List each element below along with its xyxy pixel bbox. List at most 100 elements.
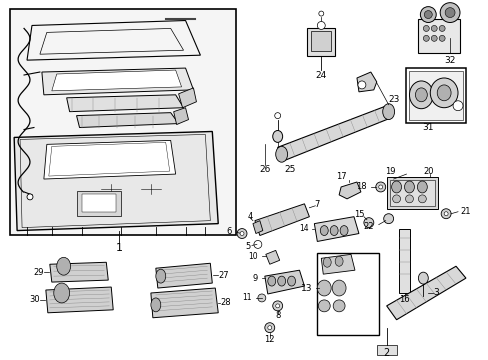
Ellipse shape [287, 276, 295, 286]
Ellipse shape [436, 85, 450, 101]
Polygon shape [386, 266, 465, 320]
Ellipse shape [423, 26, 428, 31]
Text: 15: 15 [353, 210, 364, 219]
Ellipse shape [272, 130, 282, 143]
Bar [81, 194, 116, 212]
Bar [408, 71, 462, 120]
Ellipse shape [317, 22, 325, 30]
Text: 6: 6 [226, 227, 232, 236]
Bar [10, 9, 236, 234]
Ellipse shape [424, 10, 431, 18]
Ellipse shape [444, 8, 454, 18]
Text: 4: 4 [247, 212, 252, 221]
Bar [317, 253, 378, 334]
Ellipse shape [274, 113, 280, 118]
Ellipse shape [253, 240, 261, 248]
Ellipse shape [392, 195, 400, 203]
Text: 7: 7 [314, 200, 319, 209]
Ellipse shape [418, 195, 426, 203]
Ellipse shape [275, 304, 279, 308]
Ellipse shape [257, 294, 265, 302]
Ellipse shape [429, 78, 457, 108]
Text: 5: 5 [245, 242, 250, 251]
Ellipse shape [323, 257, 330, 267]
Ellipse shape [267, 276, 275, 286]
Polygon shape [151, 288, 218, 318]
Polygon shape [14, 131, 218, 230]
Bar [389, 180, 434, 206]
Polygon shape [44, 140, 175, 179]
Polygon shape [321, 255, 354, 274]
Polygon shape [46, 287, 113, 313]
Ellipse shape [331, 280, 346, 296]
Ellipse shape [430, 26, 436, 31]
Ellipse shape [420, 6, 435, 22]
Text: 17: 17 [335, 172, 346, 181]
Ellipse shape [383, 214, 393, 224]
Ellipse shape [415, 88, 427, 102]
Polygon shape [66, 95, 183, 112]
Ellipse shape [317, 280, 330, 296]
Ellipse shape [329, 226, 337, 235]
Text: 29: 29 [33, 268, 44, 277]
Ellipse shape [357, 81, 365, 89]
Ellipse shape [404, 181, 413, 193]
Text: 2: 2 [383, 348, 389, 359]
Bar [376, 346, 396, 355]
Text: 26: 26 [259, 165, 270, 174]
Text: 23: 23 [388, 95, 399, 104]
Polygon shape [178, 88, 196, 108]
Text: 30: 30 [29, 296, 40, 305]
Ellipse shape [340, 226, 347, 235]
Ellipse shape [320, 226, 327, 235]
Text: 18: 18 [356, 183, 366, 192]
Text: 21: 21 [459, 207, 469, 216]
Bar [398, 229, 409, 293]
Text: 16: 16 [398, 296, 409, 305]
Text: 24: 24 [315, 72, 326, 81]
Ellipse shape [277, 276, 285, 286]
Text: 13: 13 [300, 284, 312, 293]
Ellipse shape [272, 301, 282, 311]
Polygon shape [339, 182, 360, 199]
Ellipse shape [443, 212, 447, 216]
Ellipse shape [408, 81, 432, 109]
Bar [77, 191, 121, 216]
Ellipse shape [440, 209, 450, 219]
Text: 3: 3 [432, 288, 438, 297]
Ellipse shape [438, 35, 444, 41]
Ellipse shape [423, 35, 428, 41]
Polygon shape [50, 262, 108, 282]
Ellipse shape [417, 181, 427, 193]
Ellipse shape [452, 101, 462, 111]
Ellipse shape [267, 326, 271, 330]
Bar [311, 31, 330, 51]
Text: 22: 22 [363, 222, 373, 231]
Text: 1: 1 [116, 243, 122, 253]
Ellipse shape [378, 185, 382, 189]
Polygon shape [252, 221, 262, 234]
Bar [386, 177, 437, 209]
Polygon shape [77, 113, 178, 127]
Ellipse shape [438, 26, 444, 31]
Text: 12: 12 [264, 335, 274, 344]
Ellipse shape [405, 195, 412, 203]
Text: 28: 28 [220, 298, 230, 307]
Ellipse shape [418, 272, 427, 284]
Polygon shape [173, 108, 188, 125]
Text: 20: 20 [422, 167, 433, 176]
Ellipse shape [240, 231, 244, 235]
Polygon shape [265, 250, 279, 264]
Ellipse shape [54, 283, 69, 303]
Text: 27: 27 [218, 271, 228, 280]
Ellipse shape [363, 218, 373, 228]
Ellipse shape [430, 35, 436, 41]
Polygon shape [277, 106, 391, 161]
Text: 32: 32 [444, 56, 455, 65]
Polygon shape [264, 270, 304, 294]
Ellipse shape [151, 298, 161, 312]
Text: 14: 14 [298, 224, 308, 233]
Ellipse shape [57, 257, 70, 275]
Text: 19: 19 [385, 167, 395, 176]
Bar [406, 68, 465, 122]
